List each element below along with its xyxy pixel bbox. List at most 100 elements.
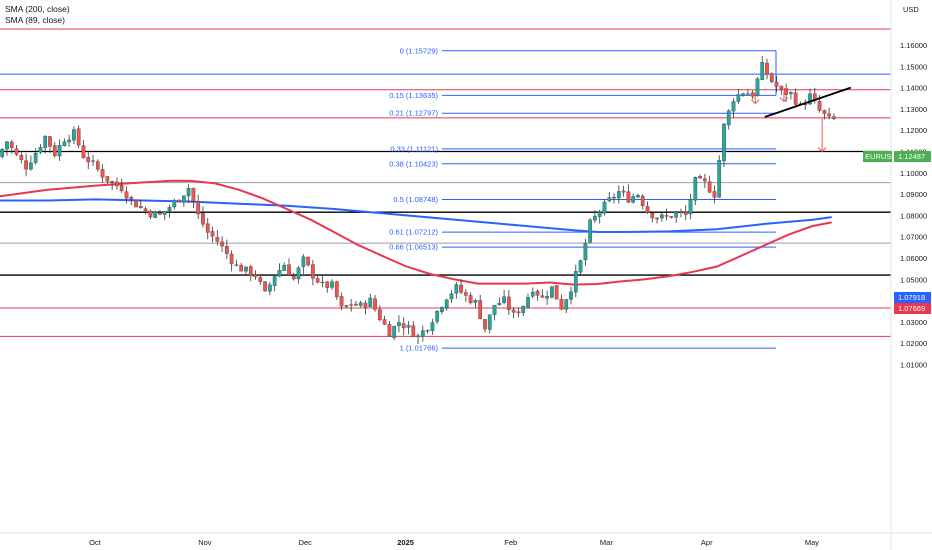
- price-tick-label: 1.10000: [900, 169, 927, 178]
- candle-body: [564, 299, 569, 310]
- candle-body: [205, 223, 210, 233]
- candle-body: [535, 290, 540, 296]
- indicator-label-sma200[interactable]: SMA (200, close): [5, 4, 70, 14]
- candle-body: [411, 325, 416, 337]
- candle-body: [349, 304, 353, 306]
- symbol-tag-text: EURUSD: [865, 152, 897, 161]
- candle-body: [143, 208, 148, 211]
- candle-body: [115, 181, 119, 187]
- sma200-price-tag-text: 1.07918: [898, 293, 925, 302]
- candle-body: [703, 178, 707, 182]
- candle-body: [593, 215, 597, 221]
- candle-body: [57, 145, 62, 157]
- candle-body: [24, 160, 28, 170]
- candle-body: [301, 256, 306, 267]
- candle-body: [268, 284, 272, 292]
- candle-body: [679, 211, 683, 213]
- candle-body: [296, 267, 301, 280]
- fibonacci-retracement[interactable]: 0 (1.15729) 0.15 (1.13635) 0.21 (1.12797) 0…: [389, 46, 777, 353]
- candle-body: [449, 293, 454, 300]
- candle-body: [81, 145, 86, 158]
- time-axis[interactable]: Oct Nov Dec 2025 Feb Mar Apr May: [0, 532, 932, 547]
- candle-body: [29, 162, 33, 170]
- candle-body: [440, 307, 444, 312]
- candle-body: [48, 136, 52, 147]
- candle-body: [315, 278, 320, 283]
- candle-body: [258, 277, 263, 282]
- last-price-tag: [894, 151, 931, 162]
- price-tick-label: 1.12000: [900, 126, 927, 135]
- candle-body: [153, 211, 158, 218]
- candle-body: [464, 292, 468, 296]
- price-tick-label: 1.15000: [900, 62, 927, 71]
- candle-body: [650, 213, 655, 219]
- candle-body: [334, 281, 339, 298]
- candle-body: [244, 266, 248, 272]
- candle-body: [358, 302, 363, 306]
- sma200-price-tag: [894, 292, 931, 303]
- arrow-head: [817, 147, 827, 153]
- candle-body: [502, 296, 506, 303]
- candle-body: [698, 176, 702, 179]
- candle-body: [5, 141, 9, 150]
- price-axis[interactable]: USD 1.16000 1.15000 1.14000 1.13000 1.12000 1…: [890, 0, 927, 550]
- candle-body: [425, 330, 430, 332]
- candle-body: [559, 298, 564, 310]
- candle-body: [731, 101, 736, 112]
- candle-body: [726, 110, 731, 126]
- candle-body: [272, 276, 277, 286]
- candle-body: [9, 141, 14, 148]
- candle-body: [191, 188, 196, 202]
- drawings: [750, 86, 852, 153]
- candle-body: [478, 300, 483, 320]
- candle-body: [602, 201, 607, 214]
- candle-body: [306, 256, 310, 266]
- candle-body: [148, 210, 153, 218]
- candle-body: [612, 197, 616, 199]
- currency-label: USD: [903, 5, 919, 14]
- candle-body: [368, 297, 373, 307]
- candle-body: [722, 123, 726, 162]
- price-tick-label: 1.06000: [900, 254, 927, 263]
- candle-body: [196, 201, 201, 215]
- candle-body: [626, 191, 631, 203]
- candle-body: [473, 300, 478, 303]
- candle-body: [765, 62, 769, 75]
- candle-body: [607, 197, 612, 202]
- candle-body: [444, 299, 449, 308]
- fib-level-label: 0.21 (1.12797): [389, 109, 438, 118]
- candle-body: [550, 286, 554, 298]
- candle-body: [487, 314, 492, 330]
- candle-body: [100, 169, 105, 178]
- price-tick-label: 1.05000: [900, 275, 927, 284]
- candle-body: [554, 285, 559, 300]
- candle-body: [239, 264, 244, 272]
- price-tick-label: 1.09000: [900, 190, 927, 199]
- candle-body: [712, 191, 717, 198]
- indicator-label-sma89[interactable]: SMA (89, close): [5, 15, 65, 25]
- candle-body: [621, 190, 626, 193]
- arrow-head: [750, 99, 760, 105]
- candle-body: [76, 128, 81, 146]
- candle-body: [229, 253, 234, 265]
- fib-level-label: 0.15 (1.13635): [389, 91, 438, 100]
- candle-body: [330, 281, 334, 288]
- candle-body: [420, 330, 425, 337]
- candle-body: [225, 246, 229, 254]
- candle-body: [468, 295, 473, 304]
- symbol-tag: [863, 151, 892, 162]
- candle-body: [344, 305, 349, 307]
- price-tick-label: 1.07000: [900, 233, 927, 242]
- candle-body: [683, 211, 688, 215]
- candle-body: [110, 181, 114, 183]
- candle-body: [91, 160, 95, 162]
- candle-body: [277, 269, 282, 277]
- candle-body: [401, 323, 406, 329]
- candle-body: [583, 242, 588, 261]
- fib-level-label: 0.66 (1.06513): [389, 243, 438, 252]
- price-tick-label: 1.02000: [900, 339, 927, 348]
- candle-body: [377, 309, 382, 320]
- candle-body: [14, 148, 19, 155]
- candle-body: [636, 195, 640, 198]
